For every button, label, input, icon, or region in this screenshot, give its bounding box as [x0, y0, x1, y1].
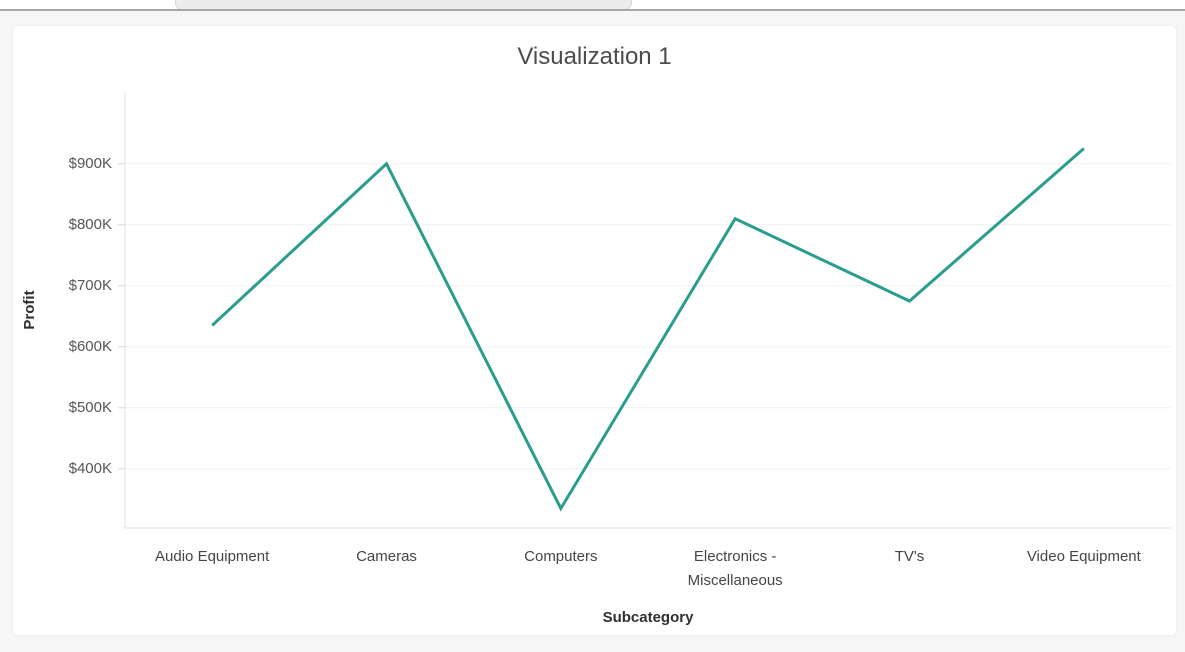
profit-line-series[interactable]	[211, 147, 1085, 512]
y-tick-label: $500K	[68, 398, 112, 416]
x-axis-title: Subcategory	[602, 609, 694, 626]
visualization-card: $900K $800K $700K $600K $500K $400K Audio Equi…	[13, 26, 1176, 635]
y-axis-title: Profit	[21, 290, 38, 330]
x-category-label: Computers	[524, 548, 598, 565]
y-tick-label: $800K	[68, 215, 112, 233]
toolbar-tab-remnant[interactable]	[175, 0, 632, 9]
y-tick-label: $900K	[68, 154, 112, 172]
y-tick-label: $400K	[68, 459, 112, 477]
top-toolbar-strip	[0, 0, 1185, 11]
line-chart-canvas[interactable]	[13, 26, 1176, 635]
y-tick-label: $700K	[68, 276, 112, 294]
x-category-label: TV's	[894, 548, 925, 565]
x-category-label: Audio Equipment	[155, 548, 270, 565]
x-category-label: Cameras	[356, 548, 417, 565]
x-category-label: Electronics - Miscellaneous	[687, 548, 783, 589]
y-tick-label: $600K	[68, 337, 112, 355]
chart-title: Visualization 1	[517, 43, 672, 70]
x-category-label: Video Equipment	[1026, 548, 1141, 565]
line-chart-plot-area[interactable]: $900K $800K $700K $600K $500K $400K Audio Equi…	[13, 26, 1176, 635]
